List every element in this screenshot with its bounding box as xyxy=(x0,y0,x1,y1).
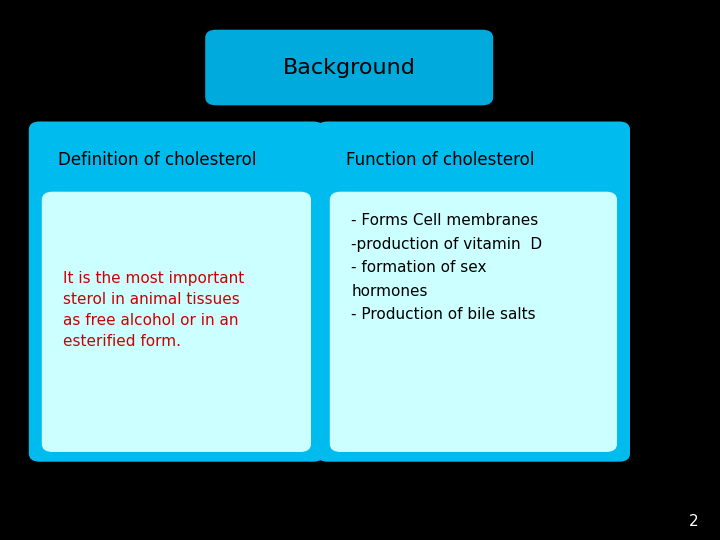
FancyBboxPatch shape xyxy=(205,30,493,105)
Text: It is the most important
sterol in animal tissues
as free alcohol or in an
ester: It is the most important sterol in anima… xyxy=(63,271,245,349)
FancyBboxPatch shape xyxy=(29,122,324,462)
FancyBboxPatch shape xyxy=(42,192,311,452)
Text: Definition of cholesterol: Definition of cholesterol xyxy=(58,151,256,169)
Text: - Forms Cell membranes
-production of vitamin  D
- formation of sex
hormones
- P: - Forms Cell membranes -production of vi… xyxy=(351,213,542,322)
Text: Function of cholesterol: Function of cholesterol xyxy=(346,151,534,169)
Text: Background: Background xyxy=(283,57,415,78)
Text: 2: 2 xyxy=(689,514,698,529)
FancyBboxPatch shape xyxy=(330,192,617,452)
FancyBboxPatch shape xyxy=(317,122,630,462)
